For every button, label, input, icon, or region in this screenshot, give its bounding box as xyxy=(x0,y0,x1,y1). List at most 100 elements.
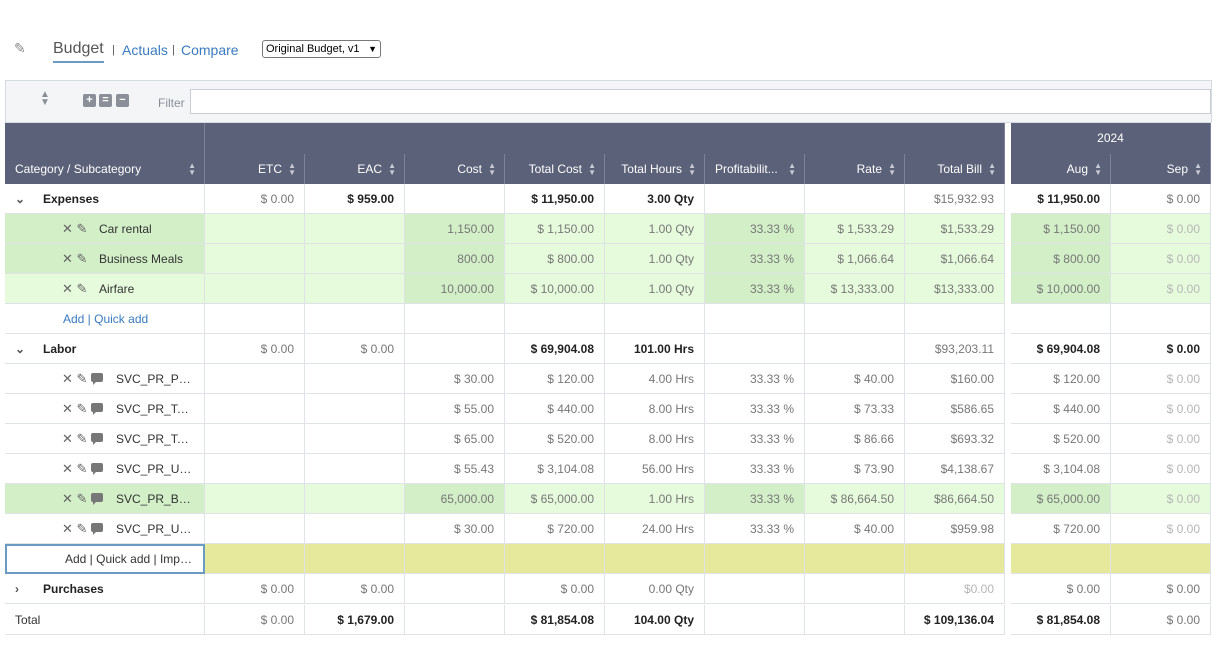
cell-sep[interactable]: $ 0.00 xyxy=(1111,394,1211,424)
cell-profit[interactable]: 33.33 % xyxy=(705,424,805,454)
cell-total-hours[interactable]: 1.00 Qty xyxy=(605,244,705,274)
column-header-cost[interactable]: Cost ▲ ▼ xyxy=(405,154,505,184)
cell-etc[interactable] xyxy=(205,214,305,244)
cell-total-hours[interactable]: 4.00 Hrs xyxy=(605,364,705,394)
delete-icon[interactable]: ✕ xyxy=(62,431,73,446)
delete-icon[interactable]: ✕ xyxy=(62,281,73,296)
edit-pencil-icon[interactable]: ✎ xyxy=(76,491,88,506)
expand-all-icon[interactable]: + xyxy=(83,94,96,107)
add-quick-add-import-link[interactable]: Add | Quick add | Import xyxy=(5,544,205,574)
cell-eac[interactable] xyxy=(305,394,405,424)
add-quick-add-link[interactable]: Add | Quick add xyxy=(5,304,205,334)
cell-eac[interactable] xyxy=(305,484,405,514)
cell-etc[interactable] xyxy=(205,274,305,304)
cell-profit[interactable]: 33.33 % xyxy=(705,274,805,304)
cell-aug[interactable]: $ 10,000.00 xyxy=(1011,274,1111,304)
chevron-down-icon[interactable]: ⌄ xyxy=(15,192,26,206)
cell-aug[interactable]: $ 440.00 xyxy=(1011,394,1111,424)
cell-sep[interactable]: $ 0.00 xyxy=(1111,244,1211,274)
edit-pencil-icon[interactable]: ✎ xyxy=(76,521,88,536)
delete-icon[interactable]: ✕ xyxy=(62,371,73,386)
cell-eac[interactable] xyxy=(305,244,405,274)
delete-icon[interactable]: ✕ xyxy=(62,251,73,266)
chevron-down-icon[interactable]: ⌄ xyxy=(15,342,26,356)
cell-total-hours[interactable]: 8.00 Hrs xyxy=(605,424,705,454)
cell-rate[interactable]: $ 73.90 xyxy=(805,454,905,484)
cell-sep[interactable]: $ 0.00 xyxy=(1111,484,1211,514)
cell-aug[interactable]: $ 120.00 xyxy=(1011,364,1111,394)
delete-icon[interactable]: ✕ xyxy=(62,221,73,236)
cell-total-hours[interactable]: 1.00 Hrs xyxy=(605,484,705,514)
column-header-total-hours[interactable]: Total Hours ▲ ▼ xyxy=(605,154,705,184)
edit-pencil-icon[interactable]: ✎ xyxy=(76,401,88,416)
edit-pencil-icon[interactable]: ✎ xyxy=(76,371,88,386)
group-label[interactable]: ⌄ Labor xyxy=(5,334,205,364)
cell-rate[interactable]: $ 86,664.50 xyxy=(805,484,905,514)
tab-actuals[interactable]: Actuals xyxy=(122,42,168,58)
comment-icon[interactable] xyxy=(91,373,104,385)
filter-input[interactable] xyxy=(190,89,1211,114)
column-header-total-cost[interactable]: Total Cost ▲ ▼ xyxy=(505,154,605,184)
cell-aug[interactable]: $ 65,000.00 xyxy=(1011,484,1111,514)
cell-cost[interactable]: 1,150.00 xyxy=(405,214,505,244)
cell-etc[interactable] xyxy=(205,394,305,424)
row-label[interactable]: ✕ ✎ SVC_PR_Tes... xyxy=(5,394,205,424)
row-label[interactable]: ✕ ✎ Car rental xyxy=(5,214,205,244)
cell-aug[interactable]: $ 800.00 xyxy=(1011,244,1111,274)
cell-rate[interactable]: $ 86.66 xyxy=(805,424,905,454)
cell-aug[interactable]: $ 520.00 xyxy=(1011,424,1111,454)
cell-eac[interactable] xyxy=(305,364,405,394)
tab-budget[interactable]: Budget xyxy=(53,40,104,63)
row-label[interactable]: ✕ ✎ SVC_PR_US ... xyxy=(5,454,205,484)
comment-icon[interactable] xyxy=(91,493,104,505)
column-header-eac[interactable]: EAC ▲ ▼ xyxy=(305,154,405,184)
row-label[interactable]: ✕ ✎ Airfare xyxy=(5,274,205,304)
cell-etc[interactable] xyxy=(205,364,305,394)
column-header-rate[interactable]: Rate ▲ ▼ xyxy=(805,154,905,184)
cell-profit[interactable]: 33.33 % xyxy=(705,484,805,514)
cell-total-hours[interactable]: 1.00 Qty xyxy=(605,274,705,304)
chevron-right-icon[interactable]: › xyxy=(15,582,19,596)
delete-icon[interactable]: ✕ xyxy=(62,521,73,536)
cell-cost[interactable]: $ 30.00 xyxy=(405,364,505,394)
cell-eac[interactable] xyxy=(305,274,405,304)
cell-sep[interactable]: $ 0.00 xyxy=(1111,274,1211,304)
cell-eac[interactable] xyxy=(305,454,405,484)
group-label[interactable]: › Purchases xyxy=(5,574,205,604)
delete-icon[interactable]: ✕ xyxy=(62,491,73,506)
cell-etc[interactable] xyxy=(205,244,305,274)
collapse-level-icon[interactable]: = xyxy=(99,94,112,107)
cell-etc[interactable] xyxy=(205,484,305,514)
edit-pencil-icon[interactable]: ✎ xyxy=(14,40,26,56)
cell-total-hours[interactable]: 1.00 Qty xyxy=(605,214,705,244)
cell-eac[interactable] xyxy=(305,424,405,454)
column-header-aug[interactable]: Aug ▲ ▼ xyxy=(1011,154,1111,184)
cell-sep[interactable]: $ 0.00 xyxy=(1111,454,1211,484)
column-header-category[interactable]: Category / Subcategory ▲ ▼ xyxy=(5,154,205,184)
edit-pencil-icon[interactable]: ✎ xyxy=(76,281,88,296)
row-label[interactable]: ✕ ✎ Business Meals xyxy=(5,244,205,274)
edit-pencil-icon[interactable]: ✎ xyxy=(76,461,88,476)
cell-rate[interactable]: $ 1,066.64 xyxy=(805,244,905,274)
cell-total-hours[interactable]: 8.00 Hrs xyxy=(605,394,705,424)
cell-profit[interactable]: 33.33 % xyxy=(705,214,805,244)
edit-pencil-icon[interactable]: ✎ xyxy=(76,431,88,446)
cell-sep[interactable]: $ 0.00 xyxy=(1111,514,1211,544)
column-header-sep[interactable]: Sep ▲ ▼ xyxy=(1111,154,1211,184)
cell-eac[interactable] xyxy=(305,214,405,244)
column-header-profitability[interactable]: Profitabilit... ▲ ▼ xyxy=(705,154,805,184)
comment-icon[interactable] xyxy=(91,403,104,415)
comment-icon[interactable] xyxy=(91,433,104,445)
cell-total-hours[interactable]: 24.00 Hrs xyxy=(605,514,705,544)
row-label[interactable]: ✕ ✎ SVC_PR_Tes... xyxy=(5,424,205,454)
tab-compare[interactable]: Compare xyxy=(181,42,239,58)
cell-profit[interactable]: 33.33 % xyxy=(705,364,805,394)
cell-eac[interactable] xyxy=(305,514,405,544)
row-label[interactable]: ✕ ✎ SVC_PR_Proj... xyxy=(5,364,205,394)
cell-cost[interactable]: $ 65.00 xyxy=(405,424,505,454)
cell-cost[interactable]: $ 55.00 xyxy=(405,394,505,424)
cell-sep[interactable]: $ 0.00 xyxy=(1111,214,1211,244)
cell-aug[interactable]: $ 720.00 xyxy=(1011,514,1111,544)
cell-cost[interactable]: 800.00 xyxy=(405,244,505,274)
delete-icon[interactable]: ✕ xyxy=(62,401,73,416)
